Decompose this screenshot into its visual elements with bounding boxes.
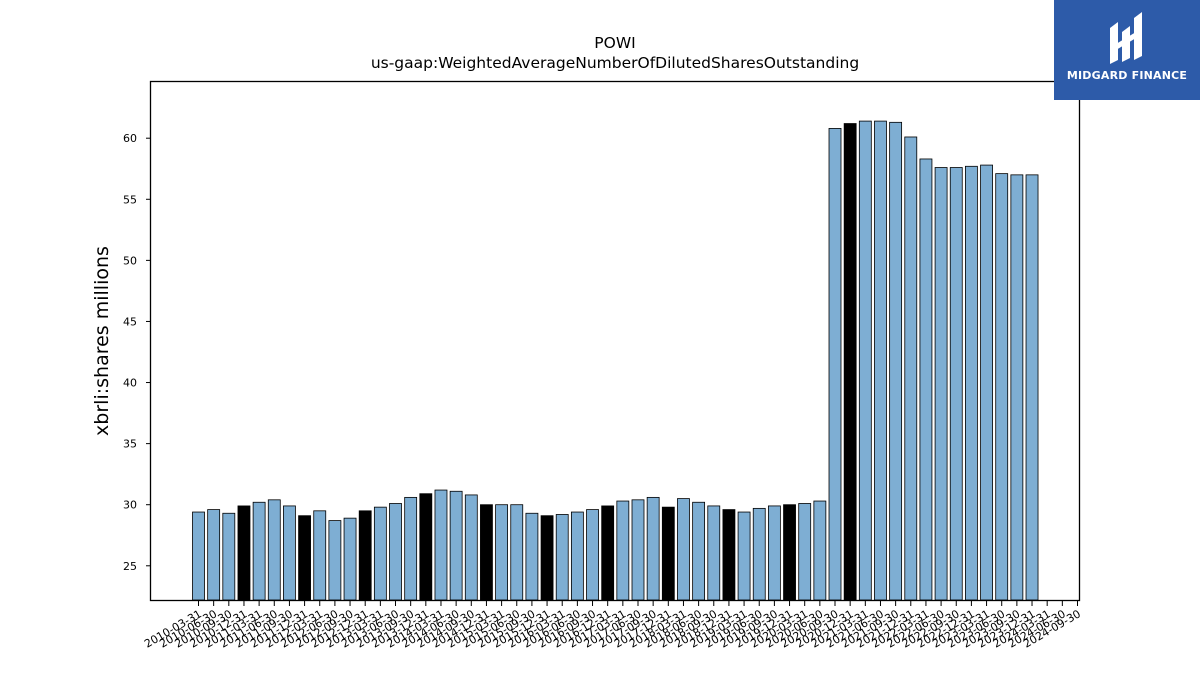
bar [692,501,706,601]
bar [237,505,251,601]
bar [980,164,993,601]
brand-logo: MIDGARD FINANCE [1054,0,1200,100]
bar [813,500,827,601]
bar [343,517,357,601]
x-axis: 2010-03-312010-06-302010-09-302010-12-31… [142,600,1083,651]
bar [707,505,721,601]
bar [298,515,311,601]
bar [858,120,872,601]
bar [752,507,766,601]
bar [934,167,948,601]
y-axis: 25 30 35 40 45 50 55 60 [123,132,151,573]
bar [995,173,1009,601]
bar [843,123,857,601]
bar [889,121,903,601]
bar [874,120,887,601]
bar [1010,174,1024,601]
y-tick-label: 60 [123,132,137,145]
bar [1025,174,1039,601]
bar [480,504,493,601]
bar [404,496,418,601]
chart-subtitle: us-gaap:WeightedAverageNumberOfDilutedSh… [371,54,859,72]
y-tick-label: 25 [123,560,137,573]
bar [313,510,327,601]
bar [586,509,599,601]
bar [389,503,402,601]
bar [601,505,615,601]
bar [767,505,781,601]
bar [449,490,463,601]
bar [283,505,296,601]
y-tick-label: 30 [123,499,137,512]
bar [192,511,205,601]
bar [646,496,660,601]
bar [828,128,842,601]
bar [434,489,448,601]
bar [252,501,266,601]
bar [904,136,918,601]
plot-frame [149,80,1081,602]
bar [328,520,342,601]
bar [373,506,387,601]
y-tick-label: 50 [123,254,137,267]
bar [965,165,978,601]
y-tick-label: 40 [123,377,137,390]
y-axis-label: xbrli:shares millions [91,246,113,436]
bars-layer [192,120,1039,601]
y-tick-label: 35 [123,438,137,451]
bar [919,158,933,601]
bar [358,510,372,601]
bar [540,515,554,601]
bar [783,504,796,601]
bar [661,506,675,601]
bar [616,500,630,601]
bar [677,498,690,601]
bar [525,512,539,601]
y-tick-label: 45 [123,315,137,328]
bar [631,499,645,601]
bar [267,499,281,601]
chart-title: POWI [594,34,635,52]
bar [555,514,569,601]
bar [570,511,584,601]
logo-text: MIDGARD FINANCE [1066,69,1188,82]
bar [949,167,963,601]
bar [419,493,433,601]
bar [798,503,812,601]
bar [722,509,736,601]
bar [222,512,236,601]
logo-mark-icon [1110,12,1142,64]
bar [737,511,751,601]
bar [207,509,221,601]
y-tick-label: 55 [123,193,137,206]
bar [495,504,509,601]
bar [464,494,478,601]
bar [510,504,524,601]
